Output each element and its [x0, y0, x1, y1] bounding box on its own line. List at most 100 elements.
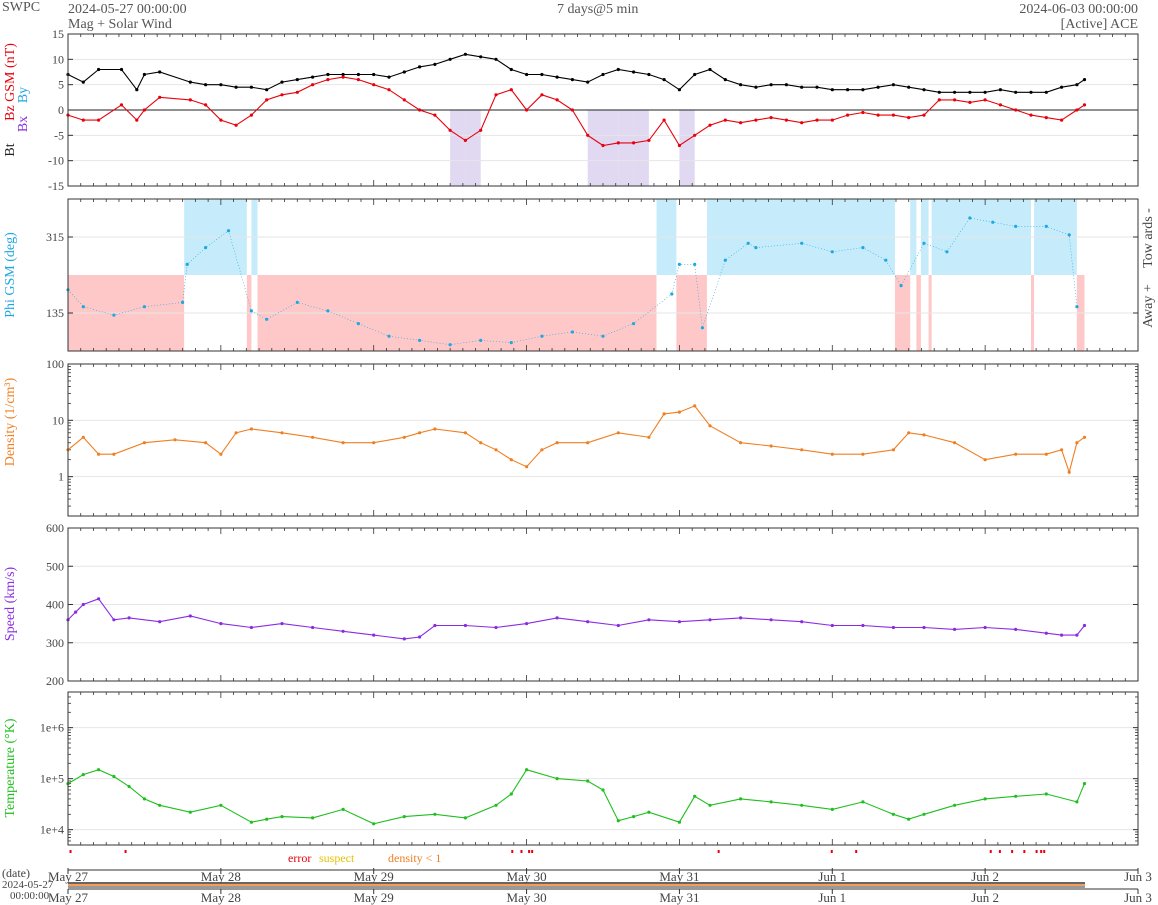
speed-point [463, 623, 467, 628]
phi-point [418, 338, 422, 342]
phi-point [922, 241, 926, 245]
bt-point [204, 83, 208, 87]
phi-point [723, 258, 727, 262]
error-flag-mark [1040, 850, 1043, 853]
error-flag-mark [1043, 850, 1046, 853]
bt-point [387, 75, 391, 79]
density-point [1014, 452, 1018, 456]
bz-point [119, 103, 124, 107]
bt-point [784, 83, 789, 87]
phi-point [185, 262, 189, 266]
temperature-point [739, 797, 743, 801]
bt-point [739, 83, 743, 87]
date-tick-label-bottom: May 29 [354, 890, 394, 905]
mag-tick-label: -15 [48, 179, 64, 193]
date-tick-label-bottom: Jun 1 [818, 890, 846, 905]
date-tick-label: May 29 [354, 869, 394, 884]
bt-point [463, 52, 467, 56]
speed-point [555, 616, 559, 620]
bz-point [922, 113, 926, 117]
timeline-label: (date) [2, 866, 30, 880]
temperature-point [800, 803, 804, 807]
bt-point [234, 85, 238, 89]
density-point [540, 448, 544, 452]
density-point [1067, 470, 1071, 474]
temperature-point [769, 800, 773, 804]
bz-point [708, 123, 712, 127]
bt-point [356, 72, 360, 77]
phi-point [181, 300, 185, 304]
bt-axis-label: Bt [3, 143, 18, 156]
bz-series-line-group [66, 75, 1087, 148]
speed-point [219, 622, 223, 626]
bz-point [433, 113, 437, 117]
density-frame [67, 363, 1139, 517]
date-tick-label-bottom: May 28 [201, 890, 241, 905]
temperature-point [632, 815, 636, 819]
error-flag-mark [531, 850, 534, 853]
bt-point [830, 88, 834, 92]
bz-south-shading [618, 110, 634, 186]
error-flag-mark [717, 850, 720, 853]
density-series-group [66, 404, 1087, 475]
bt-point [219, 83, 223, 87]
temperature-point [586, 779, 590, 783]
bz-south-shading [587, 110, 603, 186]
density-point [922, 433, 926, 437]
density-point [463, 431, 467, 435]
temperature-point [97, 768, 101, 772]
bt-point [800, 85, 804, 89]
bz-point [1014, 108, 1018, 112]
error-flag-mark [520, 850, 523, 853]
temperature-frame [67, 691, 1139, 846]
temperature-point [311, 816, 315, 820]
date-tick-label-bottom: May 31 [659, 890, 699, 905]
phi-point [387, 334, 391, 338]
speed-point [769, 618, 773, 622]
bz-south-shading [465, 110, 481, 186]
bt-point [249, 85, 253, 89]
speed-point [586, 620, 590, 624]
bt-point [494, 57, 498, 61]
temperature-point [372, 822, 376, 826]
error-flag-mark [528, 850, 531, 853]
temperature-point [953, 803, 957, 807]
temperature-point [463, 816, 467, 820]
bz-point [937, 98, 941, 102]
speed-point [418, 635, 422, 639]
date-tick-label: Jun 2 [971, 869, 999, 884]
bz-point [677, 143, 682, 148]
speed-tick-label: 500 [46, 559, 64, 573]
speed-point [372, 633, 376, 637]
density-point [662, 412, 666, 416]
density-point [418, 431, 422, 435]
phi-point [326, 309, 330, 313]
bt-point [861, 88, 865, 92]
mag-tick-label: -10 [48, 154, 64, 168]
temperature-point [861, 800, 865, 804]
speed-point [861, 623, 865, 628]
bt-point [876, 85, 880, 89]
bz-point [693, 133, 697, 137]
bt-point [479, 55, 483, 59]
bz-point [188, 98, 192, 102]
bz-point [372, 83, 376, 87]
bz-point [555, 98, 559, 102]
bz-point [739, 121, 743, 125]
phi-point [700, 326, 705, 330]
date-tick-label: Jun 3 [1124, 869, 1152, 884]
temperature-axis-label: Temperature (°K) [3, 718, 18, 817]
bz-point [448, 128, 452, 132]
bz-point [234, 123, 238, 127]
bz-point [647, 138, 651, 142]
bz-point [907, 116, 911, 120]
bz-point [265, 98, 269, 102]
phi-point [754, 246, 758, 250]
speed-point [280, 622, 284, 626]
temperature-point [142, 797, 146, 801]
speed-point [127, 616, 131, 620]
temperature-point [891, 812, 896, 816]
density-point [1060, 448, 1064, 452]
temperature-point [402, 815, 406, 819]
bz-south-shading [603, 110, 619, 186]
